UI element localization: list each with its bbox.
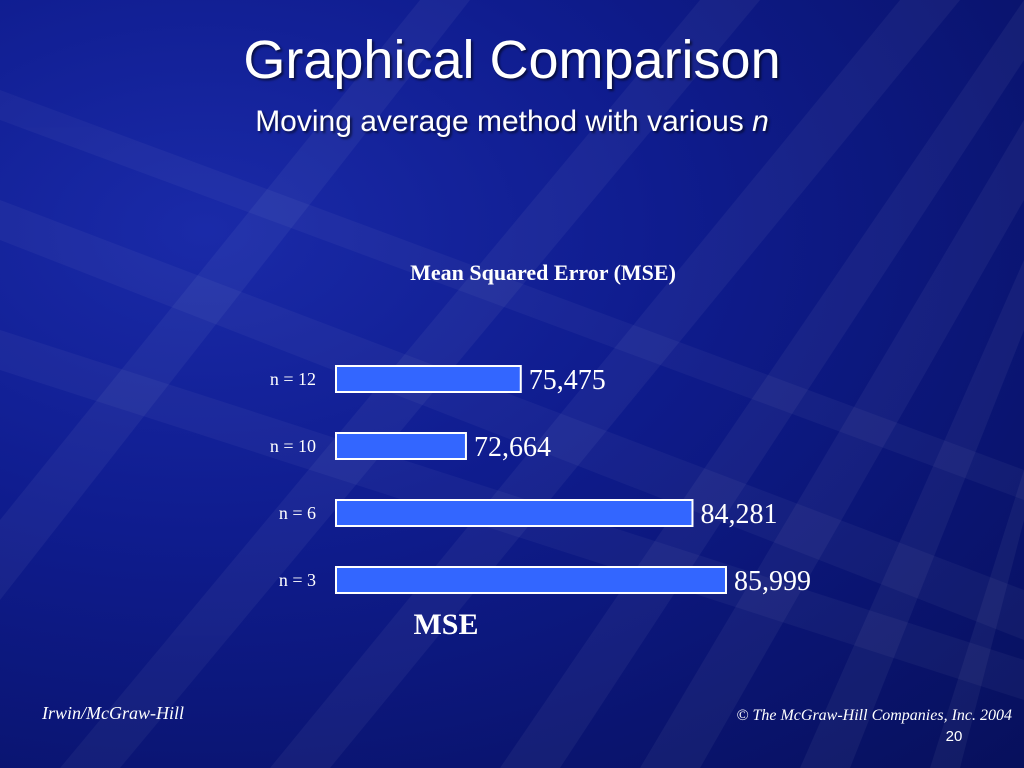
value-label: 84,281 xyxy=(700,499,777,530)
slide-subtitle: Moving average method with various n xyxy=(0,104,1024,140)
subtitle-variable: n xyxy=(752,105,769,138)
page-number: 20 xyxy=(945,728,963,745)
bar xyxy=(335,432,467,460)
bar xyxy=(335,499,694,527)
category-label: n = 10 xyxy=(270,436,316,456)
category-label: n = 6 xyxy=(279,503,316,523)
bars-group: n = 12 75,475 n = 10 72,664 n = 6 84,281 n = 3… xyxy=(270,365,811,597)
value-label: 75,475 xyxy=(529,365,606,396)
category-label: n = 3 xyxy=(279,570,316,590)
subtitle-text: Moving average method with various xyxy=(255,105,753,138)
copyright-notice: © The McGraw-Hill Companies, Inc. 2004 xyxy=(736,707,1012,724)
category-label: n = 12 xyxy=(270,369,316,389)
x-axis-label: MSE xyxy=(413,608,478,641)
bar xyxy=(335,365,522,393)
slide-title: Graphical Comparison xyxy=(243,30,781,90)
publisher-label: Irwin/McGraw-Hill xyxy=(42,703,184,723)
chart-title: Mean Squared Error (MSE) xyxy=(410,260,676,285)
value-label: 85,999 xyxy=(734,566,811,597)
bar xyxy=(335,566,727,594)
value-label: 72,664 xyxy=(474,432,551,463)
